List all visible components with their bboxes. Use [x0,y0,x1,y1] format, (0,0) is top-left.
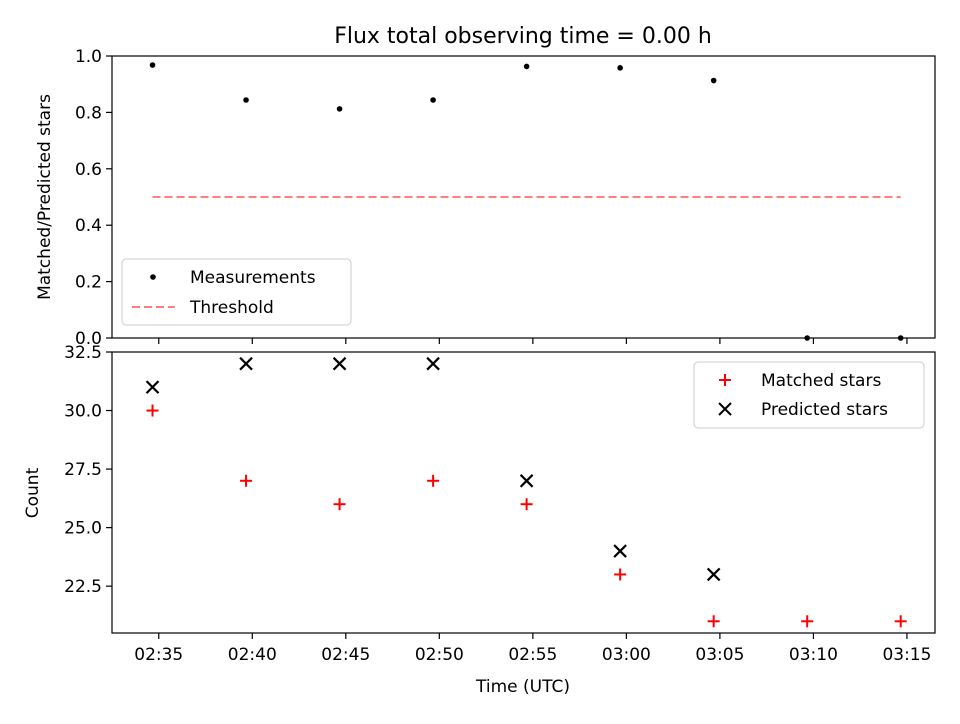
legend-measurements-label: Measurements [190,268,316,288]
bottom-legend: Matched stars Predicted stars [693,361,925,429]
measurement-point [430,97,436,103]
top-y-tick-label: 0.8 [75,103,102,123]
top-y-tick-label: 0.4 [75,216,102,236]
bottom-y-axis-label: Count [23,467,43,518]
matched-star-point [520,498,533,511]
bottom-x-ticks: 02:35 02:40 02:45 02:50 02:55 03:00 03:05 03:10… [134,633,931,665]
matched-star-point [614,568,627,581]
x-tick-label: 03:00 [602,645,651,665]
top-y-tick-label: 0.6 [75,160,102,180]
legend-predicted-label: Predicted stars [761,400,888,420]
predicted-star-point [613,544,627,558]
x-tick-label: 02:35 [134,645,183,665]
measurement-point [336,106,343,112]
bottom-panel: 22.5 25.0 27.5 30.0 32.5 02:35 02:40 02:45 02:5… [23,343,936,697]
predicted-star-point [519,474,534,488]
matched-star-point [427,474,440,487]
predicted-star-point [145,380,160,394]
legend-threshold-label: Threshold [189,298,274,318]
top-panel: 0.0 0.2 0.4 0.6 0.8 1.0 Matched/Predicted sta… [35,47,936,349]
predicted-star-point [332,356,347,371]
bottom-legend-box [693,361,925,429]
measurement-point [617,65,623,71]
top-y-tick-label: 0.0 [75,329,102,349]
x-tick-label: 03:10 [789,645,838,665]
bottom-y-tick-label: 25.0 [64,519,102,539]
x-tick-label: 03:05 [695,645,744,665]
predicted-star-point [426,356,440,371]
top-y-tick-label: 1.0 [75,47,102,67]
predicted-star-point [706,567,721,582]
x-tick-label: 02:45 [321,645,370,665]
x-tick-label: 02:40 [228,645,277,665]
matched-star-point [240,474,253,487]
matched-star-point [707,615,720,628]
bottom-axes-frame [111,351,936,634]
matched-star-point [333,498,346,511]
top-y-ticks: 0.0 0.2 0.4 0.6 0.8 1.0 [75,47,112,349]
predicted-star-point [239,356,253,371]
top-axes-frame [111,55,936,339]
measurement-point [149,62,156,68]
legend-matched-label: Matched stars [761,371,881,391]
x-tick-label: 02:50 [415,645,464,665]
matched-star-point [801,615,814,628]
matched-star-point [146,404,159,417]
measurement-point [243,97,249,103]
legend-measurements-marker [150,274,156,280]
bottom-y-tick-label: 27.5 [64,460,102,480]
top-x-ticks [158,338,908,344]
bottom-y-tick-label: 32.5 [64,343,102,363]
x-tick-label: 03:15 [882,645,931,665]
matched-star-point [894,615,907,628]
legend-matched-marker [719,374,731,386]
bottom-y-tick-label: 22.5 [64,577,102,597]
top-legend: Measurements Threshold [121,258,352,326]
top-y-tick-label: 0.2 [75,273,102,293]
bottom-marks [145,356,907,628]
bottom-y-ticks: 22.5 25.0 27.5 30.0 32.5 [64,343,112,597]
measurement-point [523,63,530,70]
chart-title: Flux total observing time = 0.00 h [334,24,712,49]
bottom-y-tick-label: 30.0 [64,402,102,422]
top-legend-box [121,258,352,326]
x-tick-label: 02:55 [508,645,557,665]
measurement-point [710,77,717,84]
top-y-axis-label: Matched/Predicted stars [35,94,55,300]
x-axis-label: Time (UTC) [475,677,570,697]
legend-predicted-marker [718,402,732,416]
